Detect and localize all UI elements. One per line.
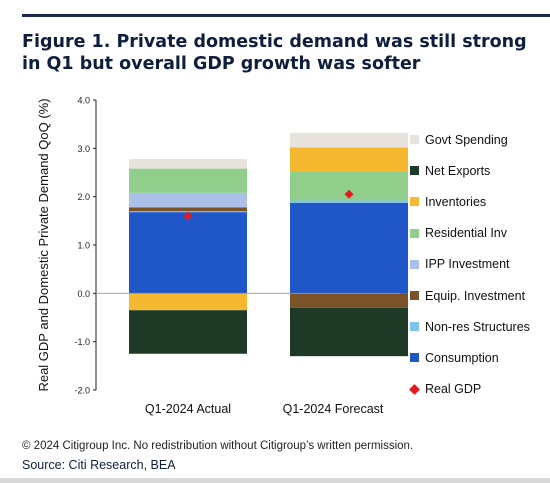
legend-swatch [410, 166, 419, 176]
bar-net-exports-actual [129, 310, 247, 354]
bar-govt-spending-forecast [290, 132, 408, 148]
y-tick-label: -2.0 [74, 386, 90, 396]
legend-swatch [409, 383, 420, 395]
y-tick-label: 0.0 [77, 289, 90, 299]
legend-label: Net Exports [425, 163, 491, 178]
legend-item-net-exports: Net Exports [410, 155, 550, 186]
bar-consumption-actual [129, 212, 247, 294]
legend-swatch [410, 197, 419, 207]
legend-item-real-gdp: Real GDP [409, 374, 550, 405]
bar-inventories-actual [129, 293, 247, 311]
y-tick-label: 4.0 [77, 96, 90, 106]
legend-label: Govt Spending [425, 132, 508, 147]
legend-label: IPP Investment [425, 257, 510, 272]
chart-legend: Govt Spending Net Exports Inventories Resid… [409, 124, 550, 405]
legend-swatch [410, 135, 419, 145]
bar-consumption-forecast [290, 202, 408, 294]
legend-item-residential-inv: Residential Inv [410, 218, 550, 249]
y-tick-label: 2.0 [77, 192, 90, 202]
legend-item-consumption: Consumption [410, 342, 550, 373]
bar-residential-inv-actual [129, 168, 247, 193]
real-gdp-marker-actual [183, 211, 193, 221]
legend-swatch [410, 322, 419, 332]
legend-label: Non-res Structures [425, 319, 530, 334]
legend-item-non-res-structures: Non-res Structures [410, 311, 550, 342]
y-tick-label: 1.0 [77, 241, 90, 251]
legend-label: Consumption [425, 350, 499, 365]
y-tick-label: -1.0 [74, 337, 90, 347]
legend-item-govt-spending: Govt Spending [410, 124, 550, 155]
bottom-rule [0, 478, 550, 483]
bar-ipp-investment-actual [129, 192, 247, 208]
bar-non-res-structures-forecast [290, 200, 408, 203]
bar-inventories-forecast [290, 147, 408, 172]
legend-label: Real GDP [425, 382, 482, 397]
legend-swatch [410, 228, 419, 238]
top-rule [22, 14, 550, 17]
bar-net-exports-forecast [290, 307, 408, 357]
copyright-note: © 2024 Citigroup Inc. No redistribution … [22, 440, 414, 452]
legend-label: Inventories [425, 194, 487, 209]
y-tick-label: 3.0 [77, 144, 90, 154]
bar-equip-investment-forecast [290, 293, 408, 308]
legend-label: Residential Inv [425, 226, 507, 241]
legend-swatch [410, 291, 419, 301]
bar-equip-investment-actual [129, 207, 247, 212]
legend-swatch [410, 353, 419, 363]
x-tick-label-forecast: Q1-2024 Forecast [283, 402, 384, 416]
legend-item-ipp-investment: IPP Investment [410, 249, 550, 280]
figure-title: Figure 1. Private domestic demand was st… [22, 32, 527, 74]
legend-item-inventories: Inventories [410, 186, 550, 217]
bar-govt-spending-actual [129, 158, 247, 169]
source-note: Source: Citi Research, BEA [22, 458, 176, 472]
x-tick-label-actual: Q1-2024 Actual [145, 402, 231, 416]
legend-swatch [410, 259, 419, 269]
legend-label: Equip. Investment [425, 288, 526, 303]
legend-item-equip-investment: Equip. Investment [410, 280, 550, 311]
